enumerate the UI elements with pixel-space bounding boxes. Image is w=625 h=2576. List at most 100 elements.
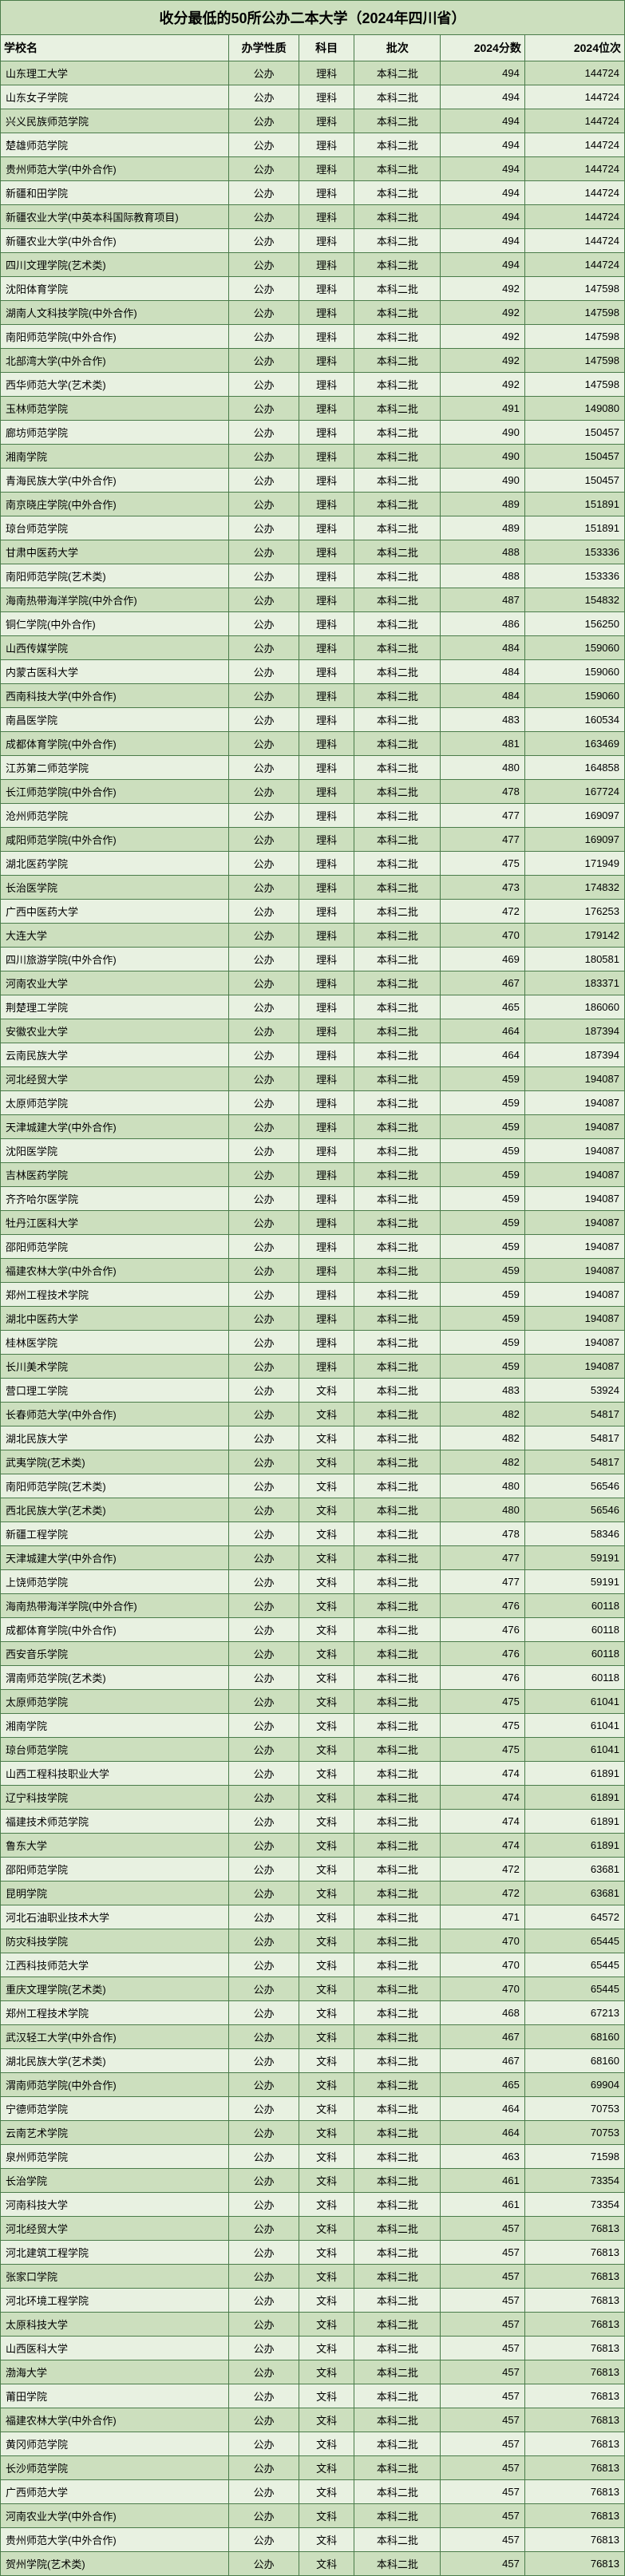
table-row: 海南热带海洋学院(中外合作)公办理科本科二批487154832 xyxy=(1,588,625,612)
data-cell: 公办 xyxy=(229,85,299,109)
data-cell: 本科二批 xyxy=(354,133,441,157)
data-cell: 本科二批 xyxy=(354,660,441,684)
data-cell: 文科 xyxy=(299,2289,354,2313)
data-cell: 廊坊师范学院 xyxy=(1,421,229,445)
header-cell: 2024分数 xyxy=(441,35,524,61)
data-cell: 本科二批 xyxy=(354,445,441,469)
data-cell: 湖北民族大学(艺术类) xyxy=(1,2049,229,2073)
data-cell: 理科 xyxy=(299,1163,354,1187)
data-cell: 457 xyxy=(441,2289,524,2313)
data-cell: 68160 xyxy=(524,2049,624,2073)
data-cell: 理科 xyxy=(299,157,354,181)
data-cell: 公办 xyxy=(229,2121,299,2145)
data-cell: 477 xyxy=(441,1546,524,1570)
data-cell: 457 xyxy=(441,2432,524,2456)
data-cell: 齐齐哈尔医学院 xyxy=(1,1187,229,1211)
data-cell: 文科 xyxy=(299,1858,354,1882)
data-cell: 文科 xyxy=(299,1905,354,1929)
data-cell: 公办 xyxy=(229,2528,299,2552)
data-cell: 莆田学院 xyxy=(1,2384,229,2408)
data-cell: 160534 xyxy=(524,708,624,732)
data-cell: 海南热带海洋学院(中外合作) xyxy=(1,1594,229,1618)
data-cell: 本科二批 xyxy=(354,2121,441,2145)
data-cell: 公办 xyxy=(229,1953,299,1977)
data-cell: 76813 xyxy=(524,2552,624,2576)
data-cell: 山西传媒学院 xyxy=(1,636,229,660)
data-cell: 公办 xyxy=(229,1690,299,1714)
data-cell: 荆楚理工学院 xyxy=(1,995,229,1019)
data-cell: 理科 xyxy=(299,493,354,516)
data-cell: 理科 xyxy=(299,301,354,325)
data-cell: 156250 xyxy=(524,612,624,636)
table-row: 渭南师范学院(艺术类)公办文科本科二批47660118 xyxy=(1,1666,625,1690)
data-cell: 南阳师范学院(艺术类) xyxy=(1,1474,229,1498)
data-cell: 公办 xyxy=(229,1738,299,1762)
data-cell: 76813 xyxy=(524,2456,624,2480)
data-cell: 公办 xyxy=(229,1834,299,1858)
data-cell: 河南科技大学 xyxy=(1,2193,229,2217)
data-cell: 理科 xyxy=(299,349,354,373)
data-cell: 494 xyxy=(441,181,524,205)
data-cell: 494 xyxy=(441,109,524,133)
data-cell: 151891 xyxy=(524,493,624,516)
data-cell: 194087 xyxy=(524,1067,624,1091)
data-cell: 本科二批 xyxy=(354,1379,441,1403)
data-cell: 公办 xyxy=(229,397,299,421)
table-row: 长春师范大学(中外合作)公办文科本科二批48254817 xyxy=(1,1403,625,1426)
data-cell: 新疆工程学院 xyxy=(1,1522,229,1546)
data-cell: 76813 xyxy=(524,2432,624,2456)
data-cell: 本科二批 xyxy=(354,1570,441,1594)
data-cell: 本科二批 xyxy=(354,1810,441,1834)
data-cell: 本科二批 xyxy=(354,277,441,301)
data-cell: 本科二批 xyxy=(354,1834,441,1858)
data-cell: 公办 xyxy=(229,2217,299,2241)
data-cell: 本科二批 xyxy=(354,636,441,660)
data-cell: 理科 xyxy=(299,948,354,971)
data-cell: 公办 xyxy=(229,2025,299,2049)
data-cell: 内蒙古医科大学 xyxy=(1,660,229,684)
data-cell: 公办 xyxy=(229,852,299,876)
data-cell: 文科 xyxy=(299,1882,354,1905)
table-row: 郑州工程技术学院公办理科本科二批459194087 xyxy=(1,1283,625,1307)
table-row: 楚雄师范学院公办理科本科二批494144724 xyxy=(1,133,625,157)
data-cell: 459 xyxy=(441,1235,524,1259)
data-cell: 公办 xyxy=(229,1905,299,1929)
table-row: 上饶师范学院公办文科本科二批47759191 xyxy=(1,1570,625,1594)
data-cell: 西北民族大学(艺术类) xyxy=(1,1498,229,1522)
table-row: 齐齐哈尔医学院公办理科本科二批459194087 xyxy=(1,1187,625,1211)
data-cell: 理科 xyxy=(299,852,354,876)
header-row: 学校名办学性质科目批次2024分数2024位次 xyxy=(1,35,625,61)
data-cell: 理科 xyxy=(299,1019,354,1043)
table-row: 福建农林大学(中外合作)公办理科本科二批459194087 xyxy=(1,1259,625,1283)
data-cell: 公办 xyxy=(229,1882,299,1905)
data-cell: 本科二批 xyxy=(354,1450,441,1474)
data-cell: 河南农业大学(中外合作) xyxy=(1,2504,229,2528)
data-cell: 理科 xyxy=(299,1355,354,1379)
data-cell: 494 xyxy=(441,253,524,277)
university-table: 收分最低的50所公办二本大学（2024年四川省） 学校名办学性质科目批次2024… xyxy=(0,0,625,2576)
data-cell: 公办 xyxy=(229,1067,299,1091)
data-cell: 长江师范学院(中外合作) xyxy=(1,780,229,804)
data-cell: 59191 xyxy=(524,1570,624,1594)
table-row: 吉林医药学院公办理科本科二批459194087 xyxy=(1,1163,625,1187)
data-cell: 公办 xyxy=(229,109,299,133)
data-cell: 理科 xyxy=(299,1115,354,1139)
table-row: 长沙师范学院公办文科本科二批45776813 xyxy=(1,2456,625,2480)
table-row: 新疆农业大学(中英本科国际教育项目)公办理科本科二批494144724 xyxy=(1,205,625,229)
data-cell: 文科 xyxy=(299,2265,354,2289)
table-row: 郑州工程技术学院公办文科本科二批46867213 xyxy=(1,2001,625,2025)
data-cell: 490 xyxy=(441,469,524,493)
data-cell: 459 xyxy=(441,1067,524,1091)
data-cell: 本科二批 xyxy=(354,588,441,612)
data-cell: 公办 xyxy=(229,732,299,756)
header-cell: 科目 xyxy=(299,35,354,61)
data-cell: 475 xyxy=(441,852,524,876)
data-cell: 本科二批 xyxy=(354,469,441,493)
data-cell: 457 xyxy=(441,2480,524,2504)
data-cell: 公办 xyxy=(229,373,299,397)
data-cell: 文科 xyxy=(299,1977,354,2001)
data-cell: 本科二批 xyxy=(354,995,441,1019)
data-cell: 本科二批 xyxy=(354,684,441,708)
table-row: 重庆文理学院(艺术类)公办文科本科二批47065445 xyxy=(1,1977,625,2001)
data-cell: 489 xyxy=(441,493,524,516)
